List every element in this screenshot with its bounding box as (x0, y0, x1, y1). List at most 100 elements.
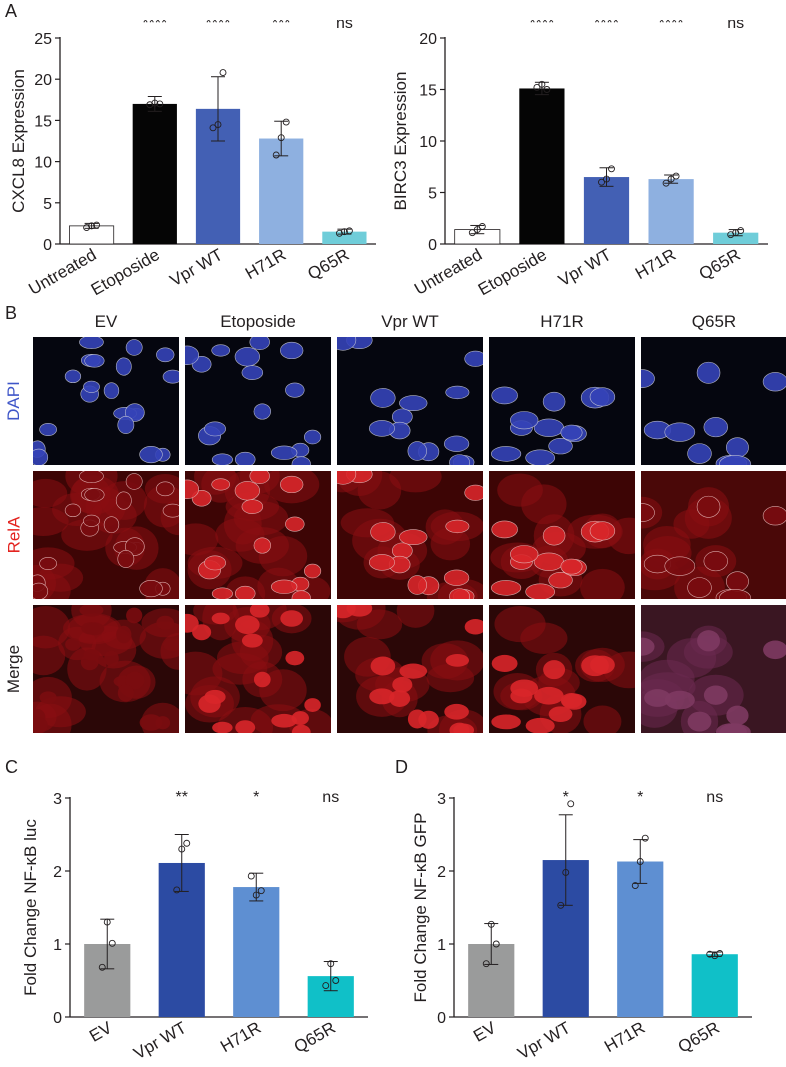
cell-nucleus (79, 605, 104, 617)
data-point (608, 165, 615, 173)
cell-nucleus (719, 723, 751, 733)
cell-nucleus (560, 558, 583, 575)
birc3-bar-chart: 0 5 10 15 20 BIRC3 Expression Untreated **** Eto… (391, 20, 768, 299)
cell-nucleus (726, 705, 749, 726)
cell-nucleus (79, 471, 104, 483)
cell-nucleus (84, 354, 105, 368)
x-tick-label-q65r: Q65R (696, 245, 744, 284)
cell-nucleus (103, 382, 120, 399)
micrograph-merge-etoposide (185, 605, 331, 733)
y-tick-label: 10 (419, 134, 437, 151)
cell-nucleus (703, 551, 728, 572)
micrograph-image (641, 471, 786, 599)
cell-nucleus (444, 703, 469, 720)
data-point (567, 800, 575, 808)
y-tick-label: 15 (34, 113, 52, 130)
data-point (667, 175, 675, 183)
cell-nucleus (234, 451, 256, 465)
micrograph-image (641, 605, 786, 733)
cell-nucleus (83, 514, 100, 527)
cell-nucleus (533, 418, 564, 437)
cell-nucleus (241, 499, 264, 514)
cell-nucleus (163, 638, 179, 652)
cell-cytoplasm (35, 696, 86, 728)
micrograph-dapi-q65r (641, 337, 786, 465)
y-axis-label: Fold Change NF-κB luc (21, 819, 40, 996)
cell-nucleus (726, 571, 749, 592)
cell-nucleus (491, 386, 518, 405)
y-axis-label: Fold Change NF-κB GFP (411, 813, 430, 1003)
cell-nucleus (124, 537, 145, 556)
cell-nucleus (83, 649, 100, 661)
cell-nucleus (696, 495, 721, 518)
x-tick-label-vpr-wt: Vpr WT (167, 245, 226, 290)
data-point (322, 982, 330, 990)
x-tick-label-h71r: H71R (632, 245, 679, 283)
data-point (636, 858, 644, 865)
cell-cytoplasm (37, 563, 84, 592)
cell-nucleus (337, 605, 356, 619)
data-point (641, 834, 649, 842)
data-point (252, 891, 260, 899)
data-point (173, 886, 181, 894)
cell-nucleus (249, 471, 270, 484)
cell-nucleus (304, 698, 321, 712)
micrograph-rela-vpr-wt (337, 471, 483, 599)
y-tick-label: 10 (34, 155, 52, 172)
y-tick-label: 1 (437, 937, 446, 954)
cell-nucleus (204, 689, 226, 705)
cell-nucleus (39, 691, 57, 704)
data-point (737, 227, 745, 235)
cell-nucleus (235, 615, 260, 635)
x-tick-label-vpr-wt: Vpr WT (130, 1018, 189, 1063)
y-tick-label: 20 (419, 31, 437, 48)
cell-nucleus (491, 446, 522, 462)
cell-cytoplasm (641, 659, 695, 698)
significance-label: **** (529, 20, 554, 32)
cell-nucleus (491, 654, 518, 672)
data-point (327, 960, 335, 968)
significance-label: ns (336, 20, 353, 32)
cell-cytoplasm (259, 669, 307, 712)
cell-nucleus (687, 577, 712, 598)
micrograph-image (337, 337, 483, 465)
y-tick-label: 0 (43, 237, 52, 254)
y-tick-label: 0 (437, 1010, 446, 1027)
row-header-rela: RelA (0, 471, 28, 599)
cell-nucleus (125, 339, 143, 356)
y-tick-label: 15 (419, 83, 437, 100)
data-point (716, 950, 724, 957)
column-header-ev: EV (94, 312, 118, 331)
cell-cytoplasm (396, 605, 435, 628)
data-point (598, 178, 605, 186)
cell-nucleus (64, 503, 82, 518)
x-tick-label-q65r: Q65R (304, 245, 352, 284)
data-point (533, 83, 541, 91)
cell-nucleus (762, 372, 786, 392)
cell-nucleus (65, 637, 81, 651)
cell-cytoplasm (580, 568, 625, 599)
cell-nucleus (464, 619, 483, 635)
y-axis-label: CXCL8 Expression (9, 69, 28, 213)
cell-nucleus (762, 506, 786, 526)
cell-nucleus (117, 684, 134, 702)
cell-nucleus (644, 689, 671, 707)
cell-nucleus (125, 671, 145, 690)
panel-label-a: A (5, 1, 18, 21)
cell-nucleus (249, 605, 270, 618)
panel-label-c: C (5, 757, 18, 777)
cell-nucleus (337, 471, 357, 485)
data-point (543, 86, 551, 93)
x-tick-label-vpr-wt: Vpr WT (514, 1018, 573, 1063)
data-point (492, 940, 500, 948)
micrograph-merge-ev (33, 605, 179, 733)
micrograph-image (641, 337, 786, 465)
cell-nucleus (185, 345, 200, 366)
x-tick-label-etoposide: Etoposide (475, 245, 550, 299)
cell-cytoplasm (33, 605, 71, 649)
data-point (156, 100, 164, 108)
cell-nucleus (84, 622, 105, 636)
cell-nucleus (369, 688, 395, 705)
cell-nucleus (125, 473, 143, 490)
